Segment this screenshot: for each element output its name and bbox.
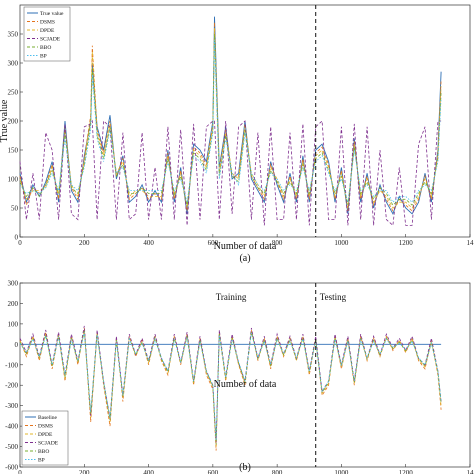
panel-a-legend-label: DPDE	[40, 28, 55, 34]
panel-a-series-true-value	[19, 16, 442, 215]
panel-b-y-tick-label: -500	[5, 443, 18, 451]
panel-b-y-tick-label: -300	[5, 402, 18, 410]
panel-b-legend-label: DSMS	[38, 424, 53, 430]
panel-b-y-tick-label: -100	[5, 361, 18, 369]
panel-b-y-tick-label: -400	[5, 423, 18, 431]
panel-a-x-tick-label: 800	[272, 239, 283, 247]
panel-b-legend-label: SCJADE	[38, 441, 59, 447]
panel-b-legend-label: BP	[38, 458, 45, 464]
panel-a-y-tick-label: 350	[8, 31, 19, 39]
panel-a-y-tick-label: 200	[8, 118, 19, 126]
panel-b-annotation-testing: Testing	[320, 292, 347, 302]
panel-b-x-tick-label: 1200	[399, 469, 414, 474]
panel-b-plot-frame	[19, 282, 471, 468]
panel-a-legend-label: DSMS	[40, 20, 55, 26]
panel-b-x-tick-label: 0	[18, 469, 22, 474]
panel-a-x-tick-label: 1000	[334, 239, 349, 247]
panel-a-legend-label: BBO	[40, 45, 51, 51]
panel-a-series-bp	[19, 39, 442, 203]
panel-b-legend-label: DPDE	[38, 432, 53, 438]
panel-a-x-tick-label: 14	[467, 239, 474, 247]
panel-b-series-bp	[19, 332, 442, 441]
panel-b-x-tick-label: 14	[467, 469, 474, 474]
panel-a-y-tick-label: 150	[8, 147, 19, 155]
panel-a-panel-label: (a)	[239, 253, 250, 264]
panel-a-series-bbo	[19, 33, 442, 206]
panel-a-legend-label: SCJADE	[40, 37, 61, 43]
panel-a-series-dsms	[19, 22, 442, 212]
panel-b-annotation-training: Training	[216, 292, 247, 302]
panel-b-x-tick-label: 600	[208, 469, 219, 474]
panel-a-legend-label: BP	[40, 54, 47, 60]
panel-a-y-tick-label: 300	[8, 60, 19, 68]
panel-a-x-axis-label: Number of data	[214, 241, 277, 252]
panel-a-x-tick-label: 600	[208, 239, 219, 247]
panel-b-legend-label: Baseline	[38, 415, 57, 421]
panel-a-y-axis-label: True value	[0, 99, 10, 142]
panel-b-y-tick-label: 200	[8, 300, 19, 308]
panel-b-panel-label: (b)	[239, 462, 251, 473]
panel-a-series-dpde	[19, 28, 442, 209]
panel-b-y-tick-label: 300	[8, 280, 19, 288]
panel-a-x-tick-label: 200	[79, 239, 90, 247]
panel-b-y-tick-label: -200	[5, 382, 18, 390]
panel-b-x-axis-label: Number of data	[214, 379, 277, 390]
panel-b-legend-label: BBO	[38, 449, 49, 455]
panel-a-legend-box	[23, 6, 71, 62]
panel-b-y-tick-label: 0	[15, 341, 19, 349]
panel-a-x-tick-label: 0	[18, 239, 22, 247]
panel-a-series-scjade	[19, 119, 442, 227]
panel-b-x-tick-label: 200	[79, 469, 90, 474]
panel-b-x-tick-label: 1000	[334, 469, 349, 474]
panel-a-legend-label: True value	[40, 11, 64, 17]
panel-b-legend-box	[21, 410, 69, 466]
panel-a-x-tick-label: 400	[143, 239, 154, 247]
panel-a-y-tick-label: 100	[8, 176, 19, 184]
panel-a-y-tick-label: 250	[8, 89, 19, 97]
panel-a-y-tick-label: 0	[15, 234, 19, 242]
panel-b-x-tick-label: 400	[143, 469, 154, 474]
panel-a-x-tick-label: 1200	[399, 239, 414, 247]
panel-b-y-tick-label: 100	[8, 320, 19, 328]
panel-a-y-tick-label: 50	[11, 205, 19, 213]
panel-b-x-tick-label: 800	[272, 469, 283, 474]
panel-b-y-tick-label: -600	[5, 464, 18, 472]
